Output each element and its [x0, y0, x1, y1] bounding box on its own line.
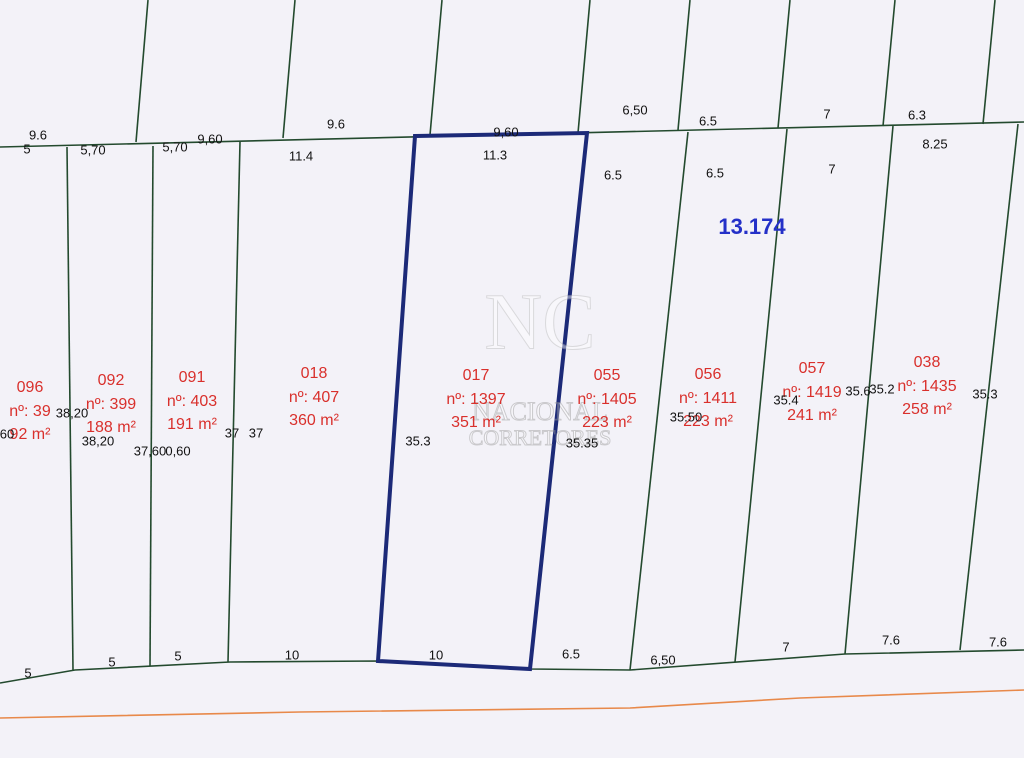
dimension-label: 9,60: [197, 131, 222, 146]
lot-code: 038: [914, 354, 941, 371]
dimension-label: 5,70: [162, 139, 187, 154]
lot-area: 92 m²: [10, 426, 52, 443]
watermark-text: CORRETORES: [469, 425, 612, 450]
dimension-label: 5: [174, 648, 181, 663]
dimension-label: 7: [828, 161, 835, 176]
lot-number: nº: 1419: [782, 384, 841, 401]
lot-code: 017: [463, 367, 490, 384]
lot-number: nº: 399: [86, 396, 136, 413]
dimension-label: 7.6: [882, 632, 900, 647]
watermark-text: NACIONAL: [472, 397, 608, 426]
dimension-label: 5,70: [80, 142, 105, 157]
lot-code: 096: [17, 379, 44, 396]
lot-number: nº: 1435: [897, 378, 956, 395]
lot-number: nº: 407: [289, 389, 339, 406]
dimension-label: 7: [782, 639, 789, 654]
watermark: NC NACIONAL CORRETORES: [468, 278, 612, 451]
dimension-label: 11.4: [289, 148, 313, 163]
lot-area: 223 m²: [582, 414, 632, 431]
curb-line: [0, 689, 1024, 719]
lot-line: [959, 123, 1019, 651]
lot-line: [66, 146, 74, 671]
lot-line: [734, 128, 788, 663]
dimension-label: 35.4: [773, 392, 798, 407]
dimension-label: 37: [225, 425, 239, 440]
lot-area: 241 m²: [787, 407, 837, 424]
dimension-label: 38,20: [82, 433, 115, 448]
dimension-label: 35.35: [566, 435, 599, 450]
lot-number: nº: 1405: [577, 391, 636, 408]
dimension-label: 6.5: [699, 113, 717, 128]
lot-area: 223 m²: [683, 413, 733, 430]
lot-area: 351 m²: [451, 414, 501, 431]
lot-lines: [0, 0, 1024, 719]
lot-line: [282, 0, 296, 139]
lot-code: 092: [98, 372, 125, 389]
lot-line: [135, 0, 149, 143]
lot-number: nº: 403: [167, 393, 217, 410]
dimension-label: 35.50: [670, 409, 703, 424]
dimension-label: 37: [249, 425, 263, 440]
dimension-label: 7.6: [989, 634, 1007, 649]
lot-line: [577, 0, 591, 134]
lot-area: 258 m²: [902, 401, 952, 418]
dimension-label: 0,60: [165, 443, 190, 458]
labels: 096 nº: 39 92 m² 092 nº: 399 188 m² 091 nº: 403…: [0, 102, 1007, 680]
dimension-label: 6.5: [604, 167, 622, 182]
lot-code: 056: [695, 366, 722, 383]
lot-area: 191 m²: [167, 416, 217, 433]
lot-line: [677, 0, 691, 131]
dimension-label: 38,20: [56, 405, 89, 420]
dimension-label: 6.5: [562, 646, 580, 661]
dimension-label: 35.2: [869, 381, 894, 396]
lot-code: 055: [594, 367, 621, 384]
dimension-label: 8.25: [922, 136, 947, 151]
lot-line: [429, 0, 443, 136]
dimension-label: 6.5: [706, 165, 724, 180]
dimension-label: 7: [823, 106, 830, 121]
dimension-label: 35.3: [972, 386, 997, 401]
lot-line: [777, 0, 791, 129]
dimension-label: 37,60: [134, 443, 167, 458]
dimension-label: 35.6: [845, 383, 870, 398]
lot-code: 018: [301, 365, 328, 382]
dimension-label: 10: [285, 647, 299, 662]
dimension-label: 9.6: [327, 116, 345, 131]
dimension-label: 11.3: [483, 147, 507, 162]
lot-line: [629, 131, 689, 671]
lot-line: [982, 0, 996, 125]
lot-area: 360 m²: [289, 412, 339, 429]
dimension-label: 9,60: [493, 124, 518, 139]
lot-code: 057: [799, 360, 826, 377]
lot-code: 091: [179, 369, 206, 386]
dimension-label: 5: [24, 665, 31, 680]
dimension-label: 60: [0, 426, 14, 441]
lot-line: [844, 125, 894, 655]
dimension-label: 6,50: [650, 652, 675, 667]
lot-number: nº: 1411: [679, 390, 737, 407]
dimension-label: 35.3: [405, 433, 430, 448]
dimension-label: 10: [429, 647, 443, 662]
lot-number: nº: 1397: [446, 391, 505, 408]
lot-number: nº: 39: [9, 403, 51, 420]
lot-line: [227, 141, 241, 663]
highlighted-lot: [375, 130, 590, 672]
dimension-label: 6,50: [622, 102, 647, 117]
dimension-label: 6.3: [908, 107, 926, 122]
dimension-label: 9.6: [29, 127, 47, 142]
dimension-label: 5: [108, 654, 115, 669]
lot-line: [882, 0, 896, 127]
lot-area: 188 m²: [86, 419, 136, 436]
lot-line: [149, 145, 154, 667]
dimension-label: 5: [23, 141, 30, 156]
block-label: 13.174: [718, 214, 786, 239]
watermark-logo: NC: [484, 278, 595, 366]
